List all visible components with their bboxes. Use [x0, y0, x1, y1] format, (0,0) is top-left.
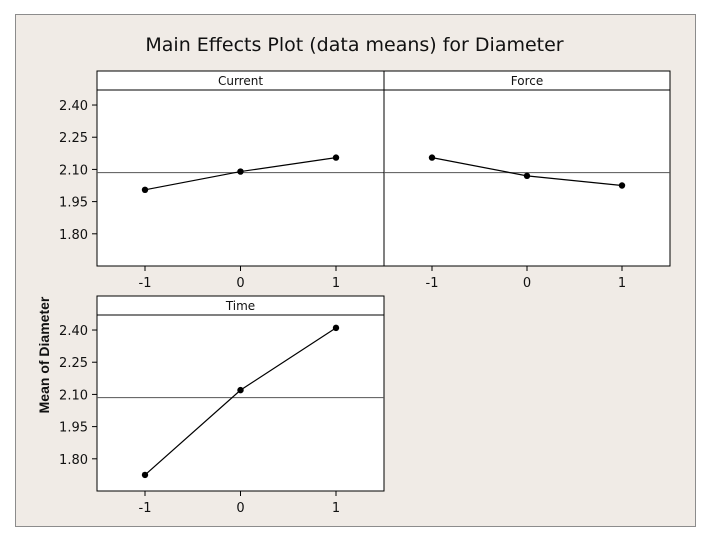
- panel-header: [96, 295, 385, 316]
- x-tick-label: 1: [618, 276, 626, 291]
- panel-force: Force -1 0 1: [383, 70, 671, 291]
- panel-header: [383, 70, 671, 91]
- x-tick-label: 0: [523, 276, 531, 291]
- plot-area: [96, 89, 385, 267]
- y-tick-label: 2.40: [59, 324, 88, 339]
- data-point: [237, 386, 244, 394]
- panel-title: Force: [511, 74, 543, 88]
- x-tick-label: -1: [139, 276, 152, 291]
- data-point: [237, 168, 244, 175]
- x-tick-label: 0: [236, 276, 244, 291]
- data-point: [618, 182, 626, 189]
- y-tick-label: 2.10: [59, 163, 88, 178]
- panel-title: Time: [225, 299, 255, 313]
- y-tick-label: 1.95: [59, 421, 88, 436]
- data-point: [332, 324, 340, 332]
- x-tick-label: -1: [426, 276, 439, 291]
- data-point: [523, 172, 531, 180]
- y-tick-label: 2.25: [59, 356, 88, 371]
- x-tick-label: 1: [332, 276, 340, 291]
- y-tick-label: 1.80: [59, 453, 88, 468]
- panel-time: Time -1 0 1 1.80 1.95 2.10 2.25 2.40: [59, 295, 385, 516]
- data-point: [141, 186, 149, 194]
- y-tick-label: 2.25: [59, 131, 88, 146]
- y-tick-label: 1.80: [59, 228, 88, 243]
- data-point: [141, 471, 149, 479]
- data-point: [332, 154, 340, 161]
- y-tick-label: 2.40: [59, 99, 88, 114]
- plot-area: [96, 314, 385, 492]
- y-tick-label: 1.95: [59, 196, 88, 211]
- x-tick-label: 0: [236, 501, 244, 516]
- x-tick-label: -1: [139, 501, 152, 516]
- panel-title: Current: [218, 74, 263, 88]
- y-tick-label: 2.10: [59, 388, 88, 403]
- data-point: [428, 154, 436, 161]
- panel-current: Current -1 0 1 1.80 1.95 2.10 2.25 2.40: [59, 70, 385, 291]
- chart-title: Main Effects Plot (data means) for Diame…: [145, 34, 564, 56]
- x-tick-label: 1: [332, 501, 340, 516]
